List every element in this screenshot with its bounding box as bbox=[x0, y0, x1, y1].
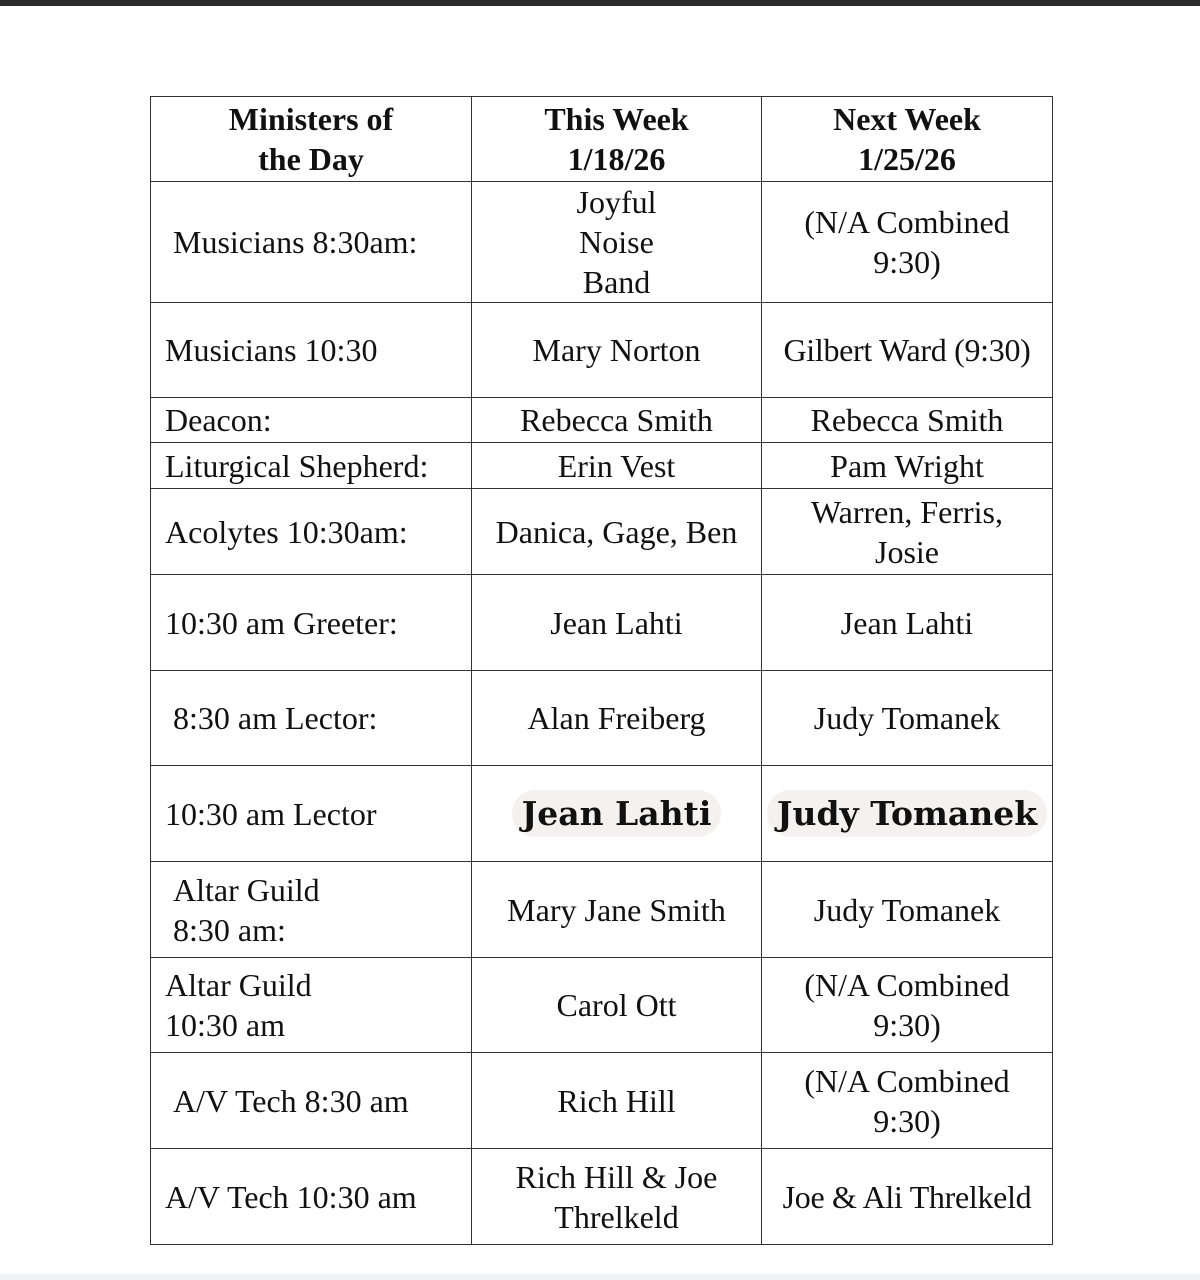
cell-text: (N/A Combined 9:30) bbox=[804, 1062, 1010, 1139]
table-row: Musicians 10:30 Mary Norton Gilbert Ward (… bbox=[150, 302, 1053, 398]
table-row: A/V Tech 10:30 am Rich Hill & Joe Threlke… bbox=[150, 1148, 1053, 1245]
next-week-cell: Pam Wright bbox=[761, 442, 1053, 489]
this-week-cell: Rebecca Smith bbox=[471, 397, 762, 443]
header-this-week: This Week 1/18/26 bbox=[471, 96, 762, 182]
cell-text: Jean Lahti bbox=[550, 604, 683, 641]
cell-text: Joyful Noise Band bbox=[576, 184, 657, 300]
cell-text: Alan Freiberg bbox=[527, 700, 706, 736]
role-cell: 10:30 am Lector bbox=[150, 765, 472, 862]
role-cell: Musicians 8:30am: bbox=[150, 181, 472, 303]
cell-text: A/V Tech 10:30 am bbox=[165, 1178, 417, 1215]
table-row: A/V Tech 8:30 am Rich Hill (N/A Combined 9… bbox=[150, 1052, 1053, 1149]
table-row: Deacon: Rebecca Smith Rebecca Smith bbox=[150, 397, 1053, 443]
next-week-cell: (N/A Combined 9:30) bbox=[761, 1052, 1053, 1149]
cell-text: Gilbert Ward (9:30) bbox=[783, 332, 1031, 368]
header-ministers: Ministers of the Day bbox=[150, 96, 472, 182]
cell-text: Joe & Ali Threlkeld bbox=[782, 1178, 1032, 1215]
cell-text: Jean Lahti bbox=[511, 789, 722, 837]
cell-text: Pam Wright bbox=[830, 447, 984, 484]
cell-text: A/V Tech 8:30 am bbox=[173, 1082, 409, 1119]
cell-text: 10:30 am Lector bbox=[165, 795, 377, 832]
cell-text: 10:30 am Greeter: bbox=[165, 604, 398, 641]
table-row: Musicians 8:30am: Joyful Noise Band (N/A C… bbox=[150, 181, 1053, 303]
cell-text: Mary Norton bbox=[532, 332, 701, 368]
header-next-week: Next Week 1/25/26 bbox=[761, 96, 1053, 182]
header-ministers-label: Ministers of the Day bbox=[228, 101, 394, 177]
cell-text: Mary Jane Smith bbox=[507, 891, 726, 928]
this-week-cell: Danica, Gage, Ben bbox=[471, 488, 762, 575]
role-cell: A/V Tech 10:30 am bbox=[150, 1148, 472, 1245]
this-week-cell: Carol Ott bbox=[471, 957, 762, 1053]
table-row: Acolytes 10:30am: Danica, Gage, Ben Warren… bbox=[150, 488, 1053, 575]
this-week-cell: Mary Jane Smith bbox=[471, 861, 762, 958]
this-week-cell: Joyful Noise Band bbox=[471, 181, 762, 303]
next-week-cell: Rebecca Smith bbox=[761, 397, 1053, 443]
cell-text: 8:30 am Lector: bbox=[173, 700, 378, 736]
this-week-cell: Jean Lahti bbox=[471, 574, 762, 671]
top-bar bbox=[0, 0, 1200, 6]
cell-text: Altar Guild 10:30 am bbox=[165, 967, 312, 1043]
cell-text: Rich Hill & Joe Threlkeld bbox=[515, 1158, 718, 1235]
cell-text: Musicians 8:30am: bbox=[173, 224, 418, 260]
this-week-date: 1/18/26 bbox=[567, 141, 666, 177]
cell-text: Rich Hill bbox=[557, 1082, 676, 1119]
cell-text: (N/A Combined 9:30) bbox=[804, 967, 1010, 1043]
cell-text: Rebecca Smith bbox=[520, 402, 713, 438]
next-week-cell: Gilbert Ward (9:30) bbox=[761, 302, 1053, 398]
cell-text: Danica, Gage, Ben bbox=[495, 513, 738, 550]
header-row: Ministers of the Day This Week 1/18/26 Ne… bbox=[150, 96, 1053, 182]
bottom-strip bbox=[0, 1274, 1200, 1280]
cell-text: Altar Guild 8:30 am: bbox=[173, 871, 320, 948]
next-week-date: 1/25/26 bbox=[858, 141, 956, 177]
role-cell: Altar Guild 8:30 am: bbox=[150, 861, 472, 958]
table-row: 10:30 am Lector Jean Lahti Judy Tomanek bbox=[150, 765, 1053, 862]
role-cell: A/V Tech 8:30 am bbox=[150, 1052, 472, 1149]
cell-text: Liturgical Shepherd: bbox=[165, 447, 429, 484]
role-cell: Altar Guild 10:30 am bbox=[150, 957, 472, 1053]
role-cell: Liturgical Shepherd: bbox=[150, 442, 472, 489]
cell-text: Judy Tomanek bbox=[813, 891, 1001, 928]
next-week-title: Next Week bbox=[833, 101, 981, 137]
next-week-cell: Judy Tomanek bbox=[761, 670, 1053, 766]
cell-text: Erin Vest bbox=[557, 447, 676, 484]
next-week-cell: (N/A Combined 9:30) bbox=[761, 181, 1053, 303]
next-week-cell: Warren, Ferris, Josie bbox=[761, 488, 1053, 575]
role-cell: 8:30 am Lector: bbox=[150, 670, 472, 766]
cell-text: Jean Lahti bbox=[840, 604, 974, 641]
role-cell: 10:30 am Greeter: bbox=[150, 574, 472, 671]
next-week-cell: Judy Tomanek bbox=[761, 861, 1053, 958]
cell-text: Rebecca Smith bbox=[810, 402, 1004, 438]
role-cell: Musicians 10:30 bbox=[150, 302, 472, 398]
table-row: 8:30 am Lector: Alan Freiberg Judy Tomanek bbox=[150, 670, 1053, 766]
role-cell: Deacon: bbox=[150, 397, 472, 443]
cell-text: (N/A Combined 9:30) bbox=[804, 204, 1010, 280]
this-week-cell: Rich Hill & Joe Threlkeld bbox=[471, 1148, 762, 1245]
cell-text: Carol Ott bbox=[556, 987, 677, 1023]
cell-text: Warren, Ferris, Josie bbox=[810, 493, 1003, 570]
cell-text: Acolytes 10:30am: bbox=[165, 513, 408, 550]
cell-text: Judy Tomanek bbox=[766, 789, 1048, 837]
next-week-cell: Jean Lahti bbox=[761, 574, 1053, 671]
table-row: 10:30 am Greeter: Jean Lahti Jean Lahti bbox=[150, 574, 1053, 671]
this-week-cell: Jean Lahti bbox=[471, 765, 762, 862]
next-week-cell: Judy Tomanek bbox=[761, 765, 1053, 862]
next-week-cell: (N/A Combined 9:30) bbox=[761, 957, 1053, 1053]
cell-text: Deacon: bbox=[165, 402, 272, 438]
cell-text: Musicians 10:30 bbox=[165, 332, 378, 368]
role-cell: Acolytes 10:30am: bbox=[150, 488, 472, 575]
next-week-cell: Joe & Ali Threlkeld bbox=[761, 1148, 1053, 1245]
table-row: Altar Guild 10:30 am Carol Ott (N/A Combin… bbox=[150, 957, 1053, 1053]
this-week-cell: Mary Norton bbox=[471, 302, 762, 398]
this-week-cell: Alan Freiberg bbox=[471, 670, 762, 766]
cell-text: Judy Tomanek bbox=[813, 700, 1001, 736]
this-week-title: This Week bbox=[544, 101, 689, 137]
table-row: Altar Guild 8:30 am: Mary Jane Smith Judy … bbox=[150, 861, 1053, 958]
this-week-cell: Erin Vest bbox=[471, 442, 762, 489]
this-week-cell: Rich Hill bbox=[471, 1052, 762, 1149]
table-row: Liturgical Shepherd: Erin Vest Pam Wright bbox=[150, 442, 1053, 489]
ministers-schedule-table: Ministers of the Day This Week 1/18/26 Ne… bbox=[150, 96, 1053, 1245]
